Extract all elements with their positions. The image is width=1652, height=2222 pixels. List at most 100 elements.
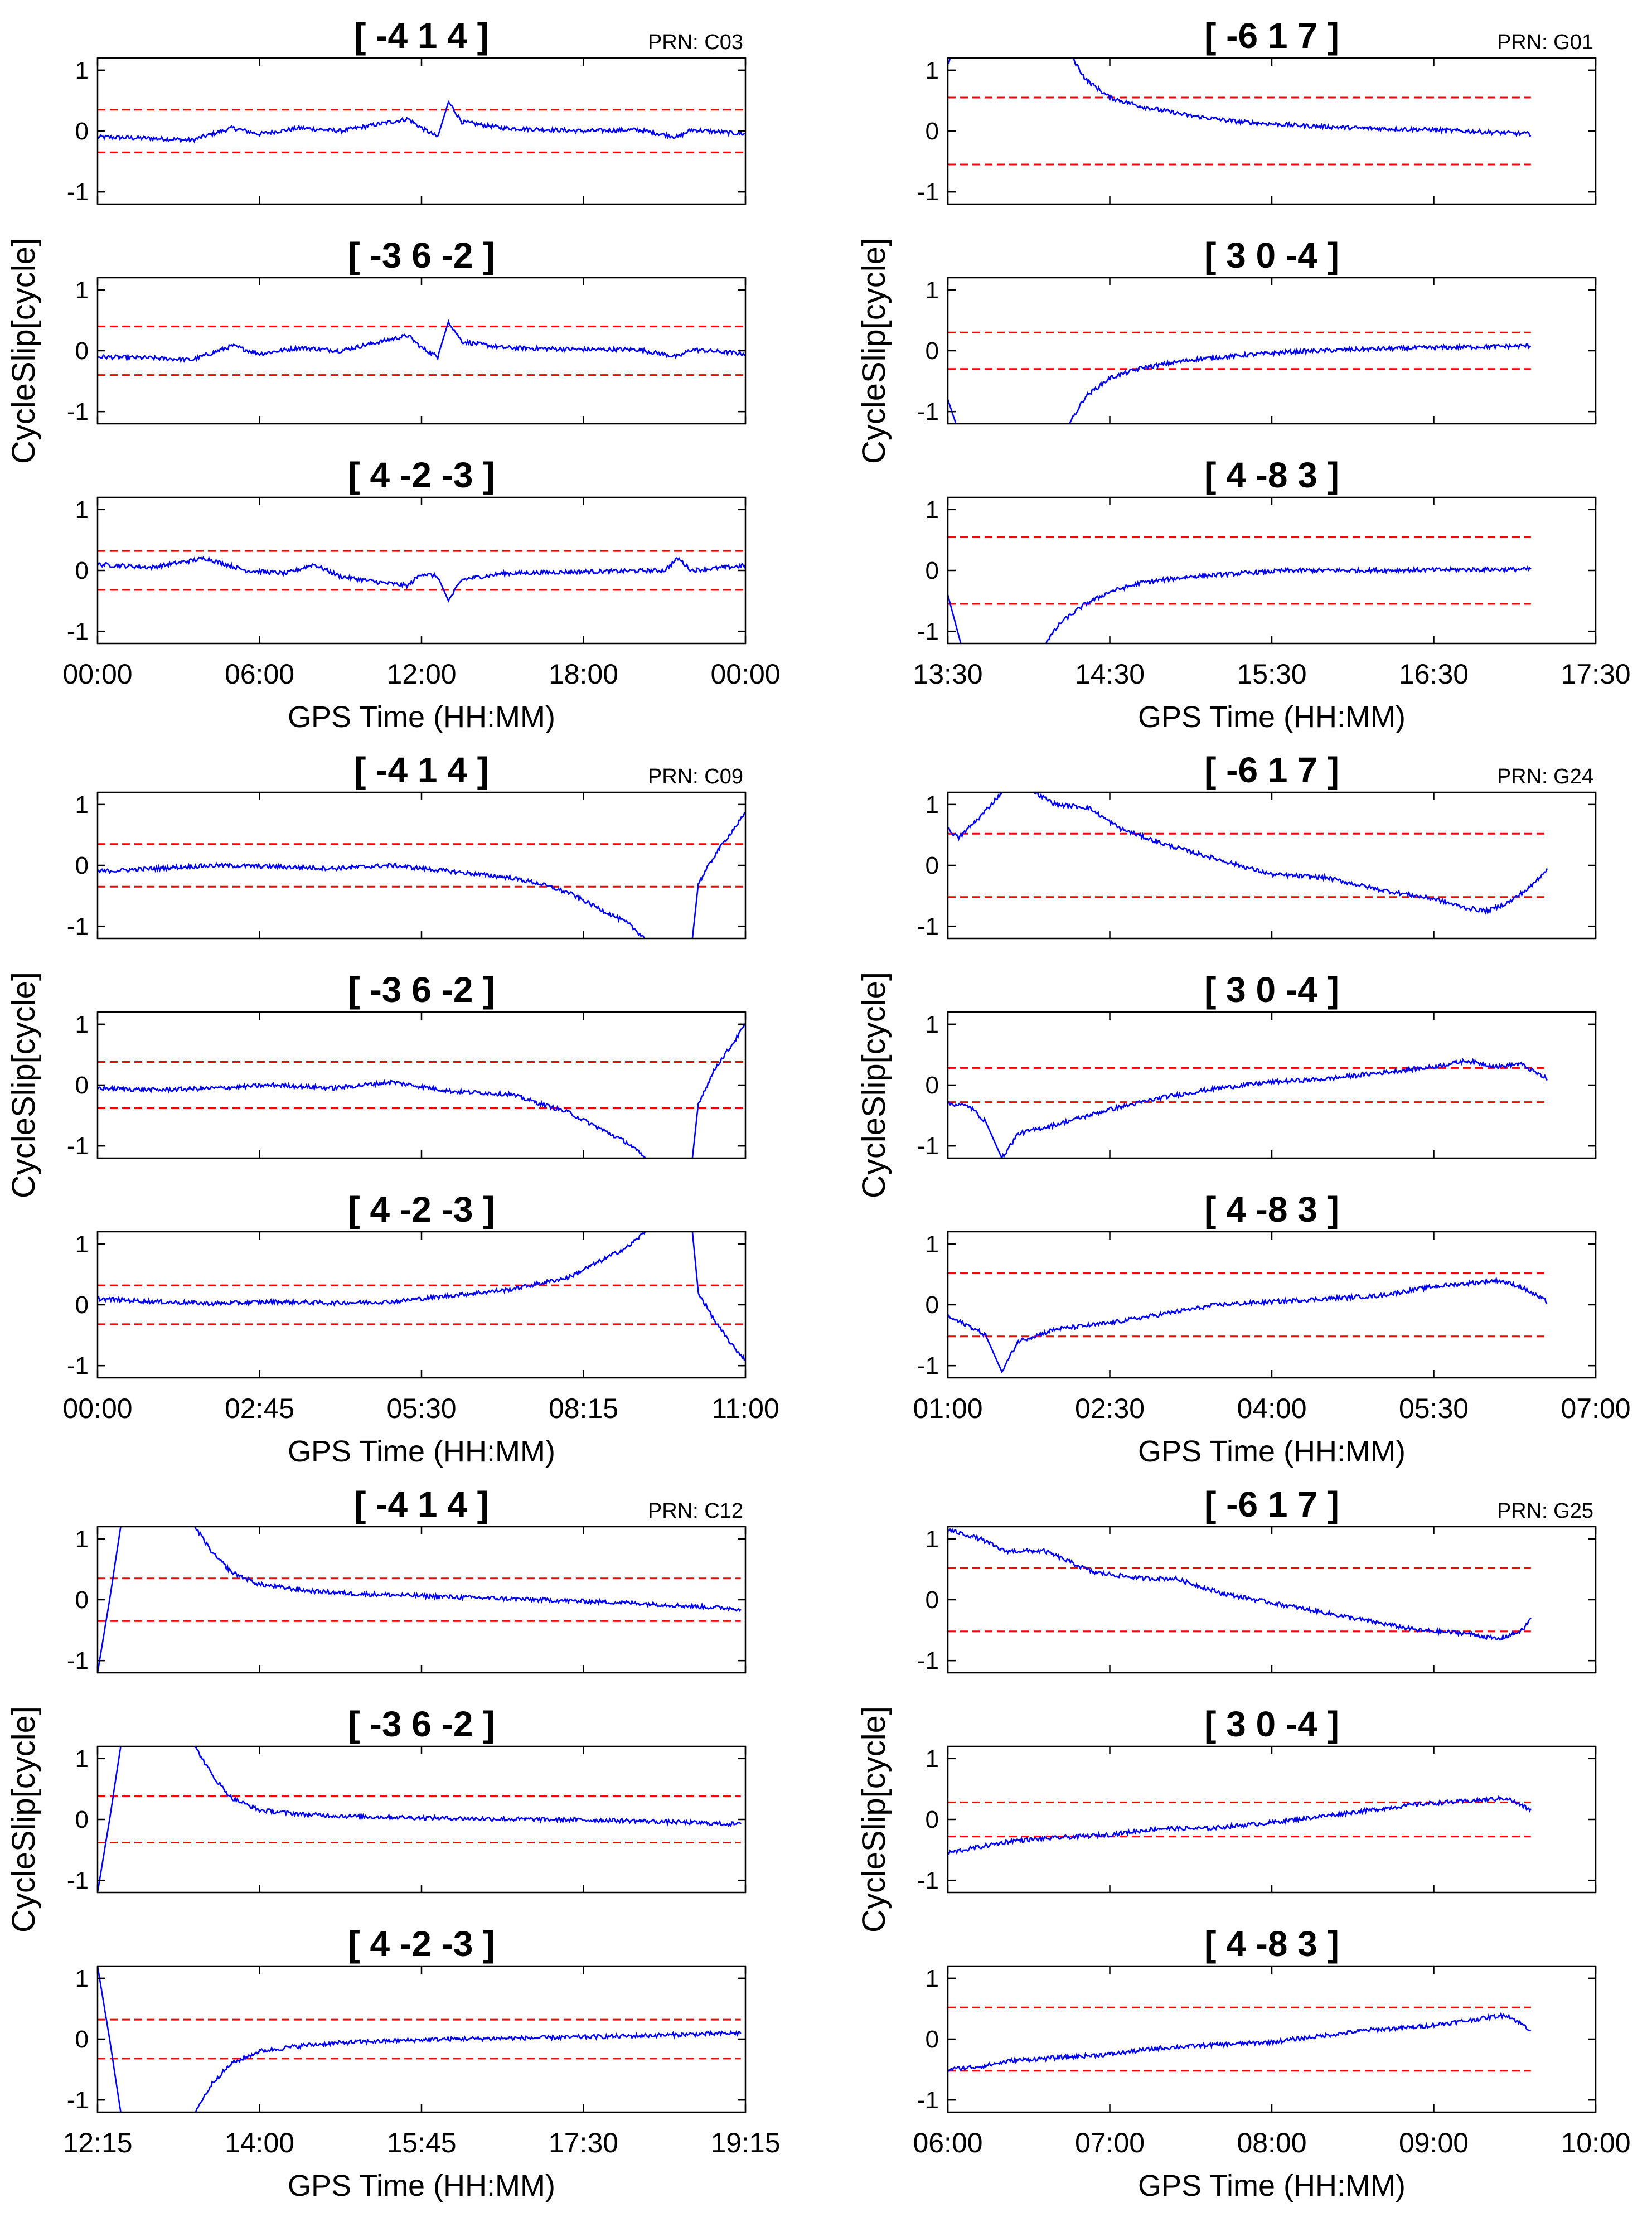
axes-box xyxy=(947,277,1597,425)
y-tick-label: -1 xyxy=(67,1867,89,1894)
panel-title: [ 4 -8 3 ] xyxy=(1204,1189,1339,1229)
x-axis-label: GPS Time (HH:MM) xyxy=(288,700,555,734)
panel-title: [ 4 -8 3 ] xyxy=(1204,455,1339,495)
panel-title: [ 4 -2 -3 ] xyxy=(348,1924,495,1964)
x-tick-label: 17:30 xyxy=(1561,659,1630,690)
x-tick-label: 11:00 xyxy=(711,1393,779,1424)
y-axis-label: CycleSlip[cycle] xyxy=(856,1706,892,1933)
x-axis-label: GPS Time (HH:MM) xyxy=(288,1435,555,1468)
panel-title: [ -4 1 4 ] xyxy=(354,750,489,790)
prn-label: PRN: G24 xyxy=(1497,765,1593,788)
axes-box xyxy=(96,1526,747,1674)
cycle-slip-series-line xyxy=(98,1023,745,1158)
prn-prefix: PRN: xyxy=(648,765,704,788)
cycle-slip-series-line xyxy=(98,1527,742,1673)
y-tick-label: 1 xyxy=(75,1231,89,1258)
prn-prefix: PRN: xyxy=(1497,1499,1553,1523)
panel-3: [ 4 -8 3 ] 1 0 -1 06:00 07:00 08:00 09:00 10:00 G… xyxy=(913,1924,1630,2202)
y-tick-label: 1 xyxy=(926,57,939,84)
x-axis-label: GPS Time (HH:MM) xyxy=(288,2169,555,2202)
x-tick-label: 18:00 xyxy=(549,659,618,690)
x-tick-label: 07:00 xyxy=(1075,2127,1145,2158)
y-axis-label: CycleSlip[cycle] xyxy=(6,972,42,1198)
cycle-slip-series-line xyxy=(98,1232,745,1362)
panel-2: [ 3 0 -4 ] 1 0 -1 xyxy=(917,970,1597,1160)
x-tick-label: 04:00 xyxy=(1237,1393,1306,1424)
prn-label: PRN: C03 xyxy=(648,31,743,54)
y-tick-label: 0 xyxy=(75,557,89,584)
cycle-slip-series-line xyxy=(948,343,1531,424)
y-tick-label: 0 xyxy=(75,118,89,145)
y-tick-label: 1 xyxy=(75,57,89,84)
panel-2: [ -3 6 -2 ] 1 0 -1 xyxy=(67,1704,747,1894)
y-tick-label: 1 xyxy=(926,1745,939,1773)
panel-title: [ -4 1 4 ] xyxy=(354,1484,489,1524)
panel-title: [ 4 -2 -3 ] xyxy=(348,1189,495,1229)
y-tick-label: 1 xyxy=(926,1526,939,1553)
x-tick-label: 12:00 xyxy=(386,659,456,690)
y-tick-label: -1 xyxy=(67,1352,89,1379)
panel-title: [ 4 -8 3 ] xyxy=(1204,1924,1339,1964)
y-tick-label: -1 xyxy=(917,618,939,645)
x-tick-label: 14:30 xyxy=(1075,659,1145,690)
panel-2: [ 3 0 -4 ] 1 0 -1 xyxy=(917,235,1597,425)
y-tick-label: 1 xyxy=(926,496,939,524)
x-axis-label: GPS Time (HH:MM) xyxy=(1138,2169,1406,2202)
y-tick-label: 0 xyxy=(926,337,939,365)
x-tick-label: 00:00 xyxy=(62,659,132,690)
x-tick-label: 02:45 xyxy=(225,1393,294,1424)
y-tick-label: -1 xyxy=(917,1352,939,1379)
panel-title: [ -3 6 -2 ] xyxy=(348,235,495,275)
prn-value: G25 xyxy=(1553,1499,1593,1523)
x-tick-label: 15:45 xyxy=(386,2127,456,2158)
y-tick-label: -1 xyxy=(67,2087,89,2114)
cycle-slip-series-line xyxy=(98,811,745,938)
axes-box xyxy=(96,1965,747,2113)
panel-1: [ -4 1 4 ] PRN: C09 1 0 -1 xyxy=(67,750,747,940)
y-tick-label: 1 xyxy=(926,1231,939,1258)
x-tick-label: 00:00 xyxy=(62,1393,132,1424)
cycle-slip-series-line xyxy=(948,1528,1532,1641)
y-tick-label: 1 xyxy=(75,1745,89,1773)
panel-3: [ 4 -8 3 ] 1 0 -1 01:00 02:30 04:00 05:30 07:00 G… xyxy=(913,1189,1630,1468)
panel-title: [ 3 0 -4 ] xyxy=(1204,235,1339,275)
y-tick-label: 1 xyxy=(75,496,89,524)
prn-value: C12 xyxy=(704,1499,743,1523)
panel-title: [ -3 6 -2 ] xyxy=(348,970,495,1010)
y-tick-label: 0 xyxy=(926,1586,939,1614)
y-tick-label: 0 xyxy=(75,1291,89,1319)
y-tick-label: -1 xyxy=(67,178,89,206)
panel-3: [ 4 -8 3 ] 1 0 -1 13:30 14:30 15:30 16:30 17:30 G… xyxy=(913,455,1630,734)
cycle-slip-series-line xyxy=(948,1794,1532,1856)
y-tick-label: 0 xyxy=(926,852,939,879)
panel-3: [ 4 -2 -3 ] 1 0 -1 00:00 06:00 12:00 18:00 00:00… xyxy=(62,455,780,734)
prn-value: C03 xyxy=(704,31,743,54)
panel-1: [ -6 1 7 ] PRN: G25 1 0 -1 xyxy=(917,1484,1597,1674)
panel-1: [ -6 1 7 ] PRN: G01 1 0 -1 xyxy=(917,16,1597,206)
cycle-slip-series-line xyxy=(98,555,745,603)
y-tick-label: 1 xyxy=(75,1011,89,1038)
x-axis-label: GPS Time (HH:MM) xyxy=(1138,1435,1406,1468)
axes-box xyxy=(96,1231,747,1379)
y-tick-label: 1 xyxy=(926,791,939,819)
prn-label: PRN: G25 xyxy=(1497,1499,1593,1523)
y-tick-label: 0 xyxy=(926,557,939,584)
y-tick-label: 1 xyxy=(926,1965,939,1992)
prn-label: PRN: G01 xyxy=(1497,31,1593,54)
x-tick-label: 12:15 xyxy=(62,2127,132,2158)
axes-box xyxy=(947,1526,1597,1674)
y-tick-label: -1 xyxy=(67,618,89,645)
x-tick-label: 16:30 xyxy=(1399,659,1469,690)
x-tick-label: 02:30 xyxy=(1075,1393,1145,1424)
cycle-slip-series-line xyxy=(98,319,745,364)
prn-prefix: PRN: xyxy=(648,1499,704,1523)
prn-value: C09 xyxy=(704,765,743,788)
cycle-slip-series-line xyxy=(948,2011,1532,2072)
panel-1: [ -6 1 7 ] PRN: G24 1 0 -1 xyxy=(917,750,1597,940)
panel-1: [ -4 1 4 ] PRN: C12 1 0 -1 xyxy=(67,1484,747,1674)
y-tick-label: 0 xyxy=(75,2026,89,2053)
